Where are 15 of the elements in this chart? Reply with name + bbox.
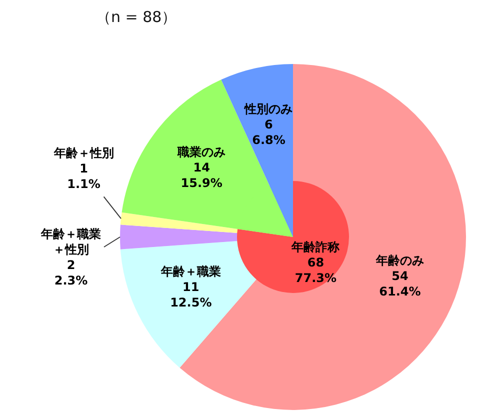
slice-label: 性別のみ (244, 102, 293, 116)
slice-label: 年齢詐称 (290, 240, 341, 254)
slice-label: 年齢＋職業 (160, 264, 221, 279)
data-label: 68 77.3% (294, 255, 337, 285)
slice-label: 年齢のみ (374, 254, 424, 268)
slice-label: 年齢＋職業＋性別 (40, 226, 101, 256)
data-label: 54 61.4% (379, 269, 421, 299)
slice-label: 年齢＋性別 (52, 146, 114, 160)
data-label: 6 6.8% (252, 118, 286, 148)
data-label: 11 12.5% (170, 280, 212, 310)
data-label: 2 2.3% (54, 258, 88, 288)
slice-label: 職業のみ (176, 145, 226, 160)
data-label: 14 15.9% (180, 160, 222, 190)
chart-title: （n = 88） (96, 8, 177, 27)
data-label: 1 1.1% (67, 162, 100, 192)
